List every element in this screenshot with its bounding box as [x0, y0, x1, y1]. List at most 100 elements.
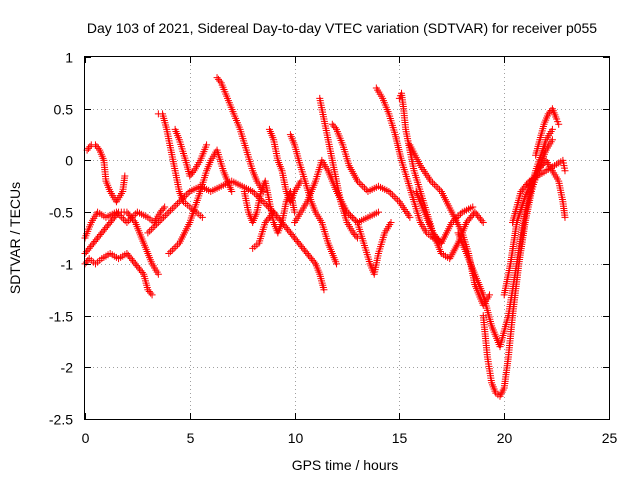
data-point — [259, 198, 267, 206]
data-point — [436, 186, 444, 194]
x-tick-label: 25 — [602, 430, 618, 446]
axis-ticks: 0 5 10 15 20 25 1 0.5 0 -0.5 -1 -1.5 -2 -2.5 — [49, 50, 618, 447]
y-tick-label: -1 — [61, 257, 74, 273]
data-point — [432, 182, 440, 190]
data-point — [165, 208, 173, 216]
data-point — [144, 229, 152, 237]
data-point — [291, 208, 299, 216]
y-axis-label: SDTVAR / TECUs — [7, 182, 23, 294]
data-point — [168, 246, 176, 254]
data-point — [348, 213, 356, 221]
data-point — [148, 291, 156, 299]
data-point — [394, 196, 402, 204]
data-point — [174, 241, 182, 249]
data-point — [138, 268, 146, 276]
y-tick-label: -2 — [61, 360, 74, 376]
data-point — [430, 181, 438, 189]
data-point — [153, 220, 161, 228]
data-point — [355, 179, 363, 187]
data-point — [469, 203, 477, 211]
data-point — [434, 184, 442, 192]
data-point — [163, 210, 171, 218]
data-point — [119, 215, 127, 223]
data-point — [457, 210, 465, 218]
data-point — [170, 244, 178, 252]
data-point — [555, 120, 563, 128]
data-point — [479, 218, 487, 226]
data-point — [174, 200, 182, 208]
data-point — [179, 194, 187, 202]
data-point — [175, 198, 183, 206]
x-tick-label: 15 — [392, 430, 408, 446]
chart-title: Day 103 of 2021, Sidereal Day-to-day VTE… — [87, 20, 597, 36]
data-point — [123, 218, 131, 226]
y-tick-label: 0 — [65, 153, 73, 169]
data-point — [333, 260, 341, 268]
data-points — [81, 74, 569, 400]
data-point — [343, 208, 351, 216]
data-point — [147, 225, 155, 233]
data-point — [352, 217, 360, 225]
data-point — [427, 177, 435, 185]
data-point — [165, 250, 173, 258]
data-point — [357, 181, 365, 189]
data-point — [151, 222, 159, 230]
data-point — [362, 186, 370, 194]
data-point — [548, 136, 556, 144]
x-tick-label: 10 — [288, 430, 304, 446]
grid — [85, 57, 609, 419]
data-point — [203, 141, 211, 149]
data-point — [320, 286, 328, 294]
data-point — [310, 258, 318, 266]
data-point — [172, 243, 180, 251]
data-point — [121, 172, 129, 180]
data-point — [94, 144, 102, 152]
data-point — [170, 203, 178, 211]
data-point — [392, 194, 400, 202]
data-point — [167, 248, 175, 256]
data-point — [359, 182, 367, 190]
data-point — [374, 208, 382, 216]
data-point — [561, 167, 569, 175]
data-point — [360, 184, 368, 192]
data-point — [198, 213, 206, 221]
data-point — [478, 217, 486, 225]
data-point — [524, 179, 532, 187]
data-point — [406, 213, 414, 221]
data-point — [350, 215, 358, 223]
data-point — [345, 210, 353, 218]
data-point — [385, 187, 393, 195]
data-point — [158, 215, 166, 223]
data-point — [167, 206, 175, 214]
data-point — [388, 191, 396, 199]
data-point — [346, 212, 354, 220]
data-point — [252, 191, 260, 199]
data-point — [130, 217, 138, 225]
data-point — [159, 205, 167, 213]
data-point — [156, 217, 164, 225]
x-tick-label: 0 — [82, 430, 90, 446]
y-tick-label: -1.5 — [49, 309, 73, 325]
x-tick-label: 20 — [497, 430, 513, 446]
data-point — [216, 77, 224, 85]
data-point — [561, 213, 569, 221]
data-point — [353, 177, 361, 185]
data-point — [387, 218, 395, 226]
plot-frame — [84, 56, 610, 420]
data-point — [455, 212, 463, 220]
data-point — [387, 189, 395, 197]
data-point — [160, 213, 168, 221]
data-point — [486, 291, 494, 299]
data-point — [132, 210, 140, 218]
data-point — [168, 205, 176, 213]
data-point — [228, 187, 236, 195]
data-point — [177, 196, 185, 204]
data-point — [172, 201, 180, 209]
y-tick-label: 0.5 — [54, 102, 74, 118]
data-point — [149, 224, 157, 232]
data-point — [161, 212, 169, 220]
x-tick-label: 5 — [187, 430, 195, 446]
data-point — [154, 218, 162, 226]
data-point — [182, 191, 190, 199]
